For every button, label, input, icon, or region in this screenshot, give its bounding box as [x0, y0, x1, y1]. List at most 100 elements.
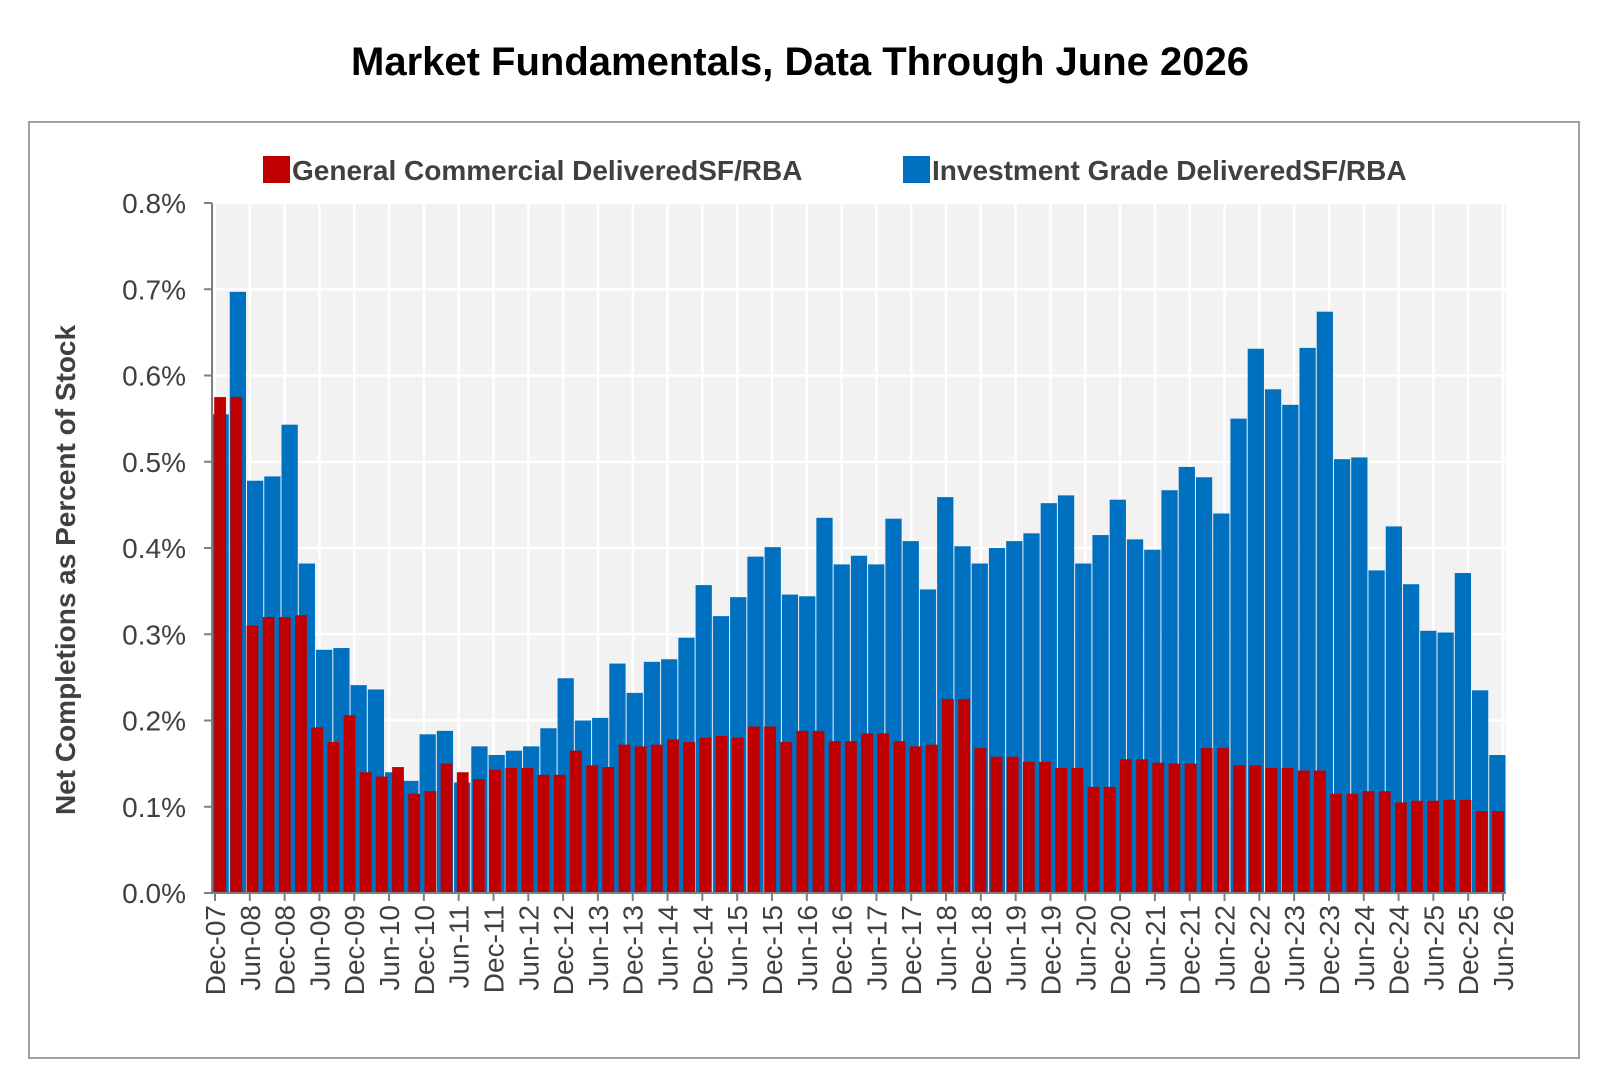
x-tick-label: Jun-25	[1418, 905, 1449, 991]
x-tick-label: Jun-21	[1140, 905, 1171, 991]
bar-general-commercial	[1362, 791, 1375, 893]
bar-general-commercial	[747, 726, 760, 893]
x-tick-label: Dec-23	[1314, 905, 1345, 995]
bar-investment-grade	[1351, 457, 1368, 893]
bar-general-commercial	[246, 625, 259, 893]
bar-general-commercial	[780, 742, 793, 893]
bar-general-commercial	[1039, 761, 1051, 893]
x-tick-label: Dec-10	[409, 905, 440, 995]
bar-general-commercial	[278, 617, 291, 893]
bar-general-commercial	[1136, 759, 1148, 893]
y-axis-label: Net Completions as Percent of Stock	[50, 325, 81, 816]
bar-general-commercial	[1443, 799, 1456, 893]
bar-general-commercial	[537, 774, 550, 893]
y-tick-label: 0.7%	[122, 274, 186, 305]
bar-general-commercial	[1006, 756, 1019, 893]
bar-general-commercial	[1217, 748, 1229, 893]
bar-general-commercial	[764, 726, 776, 893]
x-tick-label: Jun-19	[1001, 905, 1032, 991]
x-tick-label: Jun-11	[444, 905, 475, 989]
bar-investment-grade	[1247, 348, 1264, 893]
legend-label-investment-grade: Investment Grade DeliveredSF/RBA	[932, 155, 1407, 186]
x-tick-label: Jun-24	[1349, 905, 1380, 991]
y-tick-label: 0.6%	[122, 361, 186, 392]
x-tick-labels: Dec-07 Jun-08 Dec-08 Jun-09 Dec-09 Jun-10 Dec-…	[200, 905, 1519, 995]
y-tick-label: 0.2%	[122, 706, 186, 737]
x-tick-label: Dec-22	[1244, 905, 1275, 995]
bar-general-commercial	[1103, 786, 1116, 893]
bar-general-commercial	[909, 746, 922, 893]
x-tick-label: Dec-25	[1453, 905, 1484, 995]
bar-general-commercial	[1184, 763, 1197, 893]
bar-general-commercial	[456, 772, 469, 893]
x-tick-label: Jun-16	[792, 905, 823, 991]
bar-general-commercial	[845, 741, 857, 893]
bar-general-commercial	[942, 698, 954, 893]
bar-general-commercial	[505, 767, 518, 893]
x-tick-label: Jun-17	[861, 905, 892, 991]
bar-general-commercial	[683, 742, 696, 893]
y-tick-label: 0.0%	[122, 878, 186, 909]
bar-general-commercial	[1492, 811, 1504, 893]
legend-label-general-commercial: General Commercial DeliveredSF/RBA	[292, 155, 802, 186]
chart-frame	[28, 121, 1580, 1059]
bar-general-commercial	[230, 397, 243, 893]
y-tick-label: 0.5%	[122, 447, 186, 478]
x-tick-label: Dec-20	[1105, 905, 1136, 995]
x-tick-label: Jun-13	[583, 905, 614, 991]
bar-general-commercial	[618, 744, 631, 893]
bar-general-commercial	[1378, 791, 1391, 893]
bar-general-commercial	[424, 791, 437, 893]
bar-general-commercial	[828, 741, 841, 893]
bar-general-commercial	[1055, 767, 1068, 893]
bar-general-commercial	[1314, 770, 1326, 893]
y-tick-label: 0.8%	[122, 188, 186, 219]
y-tick-label: 0.4%	[122, 533, 186, 564]
x-tick-label: Jun-23	[1279, 905, 1310, 991]
bar-general-commercial	[295, 615, 307, 893]
x-tick-label: Jun-22	[1210, 905, 1241, 991]
y-tick-label: 0.3%	[122, 619, 186, 650]
bar-general-commercial	[1427, 800, 1440, 893]
x-tick-label: Dec-08	[270, 905, 301, 995]
x-tick-label: Jun-20	[1070, 905, 1101, 991]
x-tick-label: Dec-24	[1384, 905, 1415, 995]
bar-general-commercial	[489, 769, 501, 893]
bar-general-commercial	[343, 715, 356, 893]
bar-general-commercial	[958, 698, 971, 893]
bar-general-commercial	[1297, 770, 1310, 893]
legend-swatch-general-commercial	[263, 156, 290, 183]
x-tick-label: Dec-16	[827, 905, 858, 995]
bar-general-commercial	[408, 793, 421, 893]
bar-general-commercial	[861, 733, 873, 893]
bar-general-commercial	[1120, 759, 1132, 893]
x-tick-label: Dec-14	[687, 905, 718, 995]
bar-general-commercial	[650, 744, 663, 893]
bar-general-commercial	[812, 730, 825, 893]
x-tick-label: Jun-10	[374, 905, 405, 991]
bar-general-commercial	[1411, 800, 1423, 893]
bar-general-commercial	[1022, 761, 1035, 893]
bar-investment-grade	[1316, 311, 1333, 893]
bar-general-commercial	[990, 756, 1003, 893]
bar-investment-grade	[1333, 459, 1351, 893]
bar-general-commercial	[1200, 748, 1213, 893]
x-tick-label: Dec-07	[200, 905, 231, 995]
bar-general-commercial	[667, 739, 679, 893]
x-tick-label: Jun-09	[304, 905, 335, 991]
x-tick-label: Dec-19	[1035, 905, 1066, 995]
chart-title: Market Fundamentals, Data Through June 2…	[351, 40, 1249, 84]
bar-general-commercial	[796, 730, 809, 893]
bar-general-commercial	[214, 397, 226, 893]
bar-general-commercial	[731, 737, 744, 893]
bar-general-commercial	[392, 767, 404, 893]
bar-general-commercial	[1330, 793, 1343, 893]
bar-investment-grade	[1264, 389, 1282, 893]
bar-general-commercial	[1475, 811, 1488, 893]
bar-general-commercial	[1394, 802, 1407, 893]
bar-investment-grade	[1299, 347, 1316, 893]
bar-general-commercial	[359, 772, 372, 893]
bar-general-commercial	[699, 737, 712, 893]
x-tick-label: Jun-26	[1488, 905, 1519, 991]
